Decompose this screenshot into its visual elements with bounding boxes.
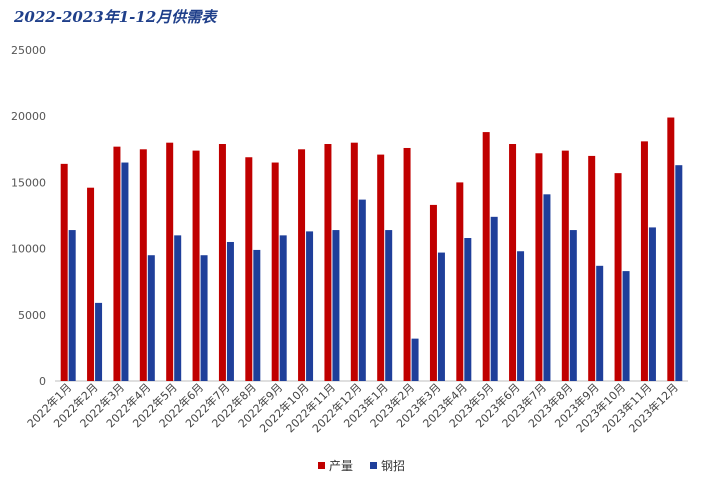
- bar-steel-tender-7: [226, 241, 234, 381]
- legend-swatch-production: [318, 462, 325, 469]
- bar-production-2: [87, 187, 95, 381]
- bar-steel-tender-10: [306, 231, 314, 381]
- bar-production-10: [298, 149, 306, 381]
- bar-production-4: [139, 149, 147, 381]
- bar-steel-tender-19: [543, 194, 551, 381]
- bar-steel-tender-16: [464, 238, 472, 381]
- bar-production-12: [350, 142, 358, 381]
- bars-group: [60, 117, 683, 382]
- y-tick-label: 10000: [11, 243, 46, 256]
- y-tick-label: 25000: [11, 44, 46, 57]
- chart-title: 2022-2023年1-12月供需表: [14, 8, 217, 26]
- bar-production-18: [509, 144, 517, 381]
- legend-swatch-steel-tender: [370, 462, 377, 469]
- bar-production-23: [640, 141, 648, 381]
- bar-steel-tender-6: [200, 255, 208, 381]
- bar-production-15: [429, 204, 437, 381]
- bar-steel-tender-20: [569, 230, 577, 381]
- y-axis: 0 5000 10000 15000 20000 25000: [11, 44, 46, 388]
- bar-production-8: [245, 157, 253, 381]
- bar-production-22: [614, 173, 622, 381]
- bar-steel-tender-8: [253, 249, 261, 381]
- bar-steel-tender-12: [358, 199, 366, 381]
- bar-steel-tender-5: [174, 235, 182, 381]
- bar-production-3: [113, 146, 121, 381]
- bar-steel-tender-4: [147, 255, 155, 381]
- bar-steel-tender-9: [279, 235, 287, 381]
- bar-steel-tender-2: [95, 302, 103, 381]
- bar-steel-tender-13: [385, 230, 393, 381]
- bar-steel-tender-14: [411, 338, 419, 381]
- bar-production-21: [588, 155, 596, 381]
- bar-production-24: [667, 117, 675, 382]
- x-axis: 2022年1月2022年2月2022年3月2022年4月2022年5月2022年…: [24, 380, 681, 435]
- legend: 产量 钢招: [318, 459, 405, 473]
- bar-steel-tender-17: [490, 216, 498, 381]
- y-tick-label: 5000: [18, 309, 46, 322]
- bar-steel-tender-18: [517, 251, 525, 381]
- bar-production-19: [535, 153, 543, 381]
- bar-production-1: [60, 163, 68, 381]
- bar-production-7: [218, 144, 226, 381]
- y-tick-label: 20000: [11, 110, 46, 123]
- bar-production-16: [456, 182, 464, 381]
- y-tick-label: 0: [39, 375, 46, 388]
- bar-production-6: [192, 150, 200, 381]
- bar-production-11: [324, 144, 332, 381]
- bar-steel-tender-23: [648, 227, 656, 381]
- bar-steel-tender-15: [437, 252, 445, 381]
- bar-production-9: [271, 162, 279, 381]
- bar-steel-tender-3: [121, 162, 129, 381]
- bar-steel-tender-11: [332, 230, 340, 381]
- y-tick-label: 15000: [11, 176, 46, 189]
- bar-steel-tender-21: [596, 265, 604, 381]
- legend-label-production: 产量: [329, 459, 353, 473]
- bar-steel-tender-1: [68, 230, 76, 381]
- bar-production-13: [377, 154, 385, 381]
- legend-label-steel-tender: 钢招: [381, 459, 405, 473]
- bar-production-17: [482, 132, 490, 381]
- bar-steel-tender-22: [622, 271, 630, 381]
- bar-steel-tender-24: [675, 165, 683, 381]
- bar-production-14: [403, 147, 411, 381]
- bar-production-5: [166, 142, 174, 381]
- bar-production-20: [561, 150, 569, 381]
